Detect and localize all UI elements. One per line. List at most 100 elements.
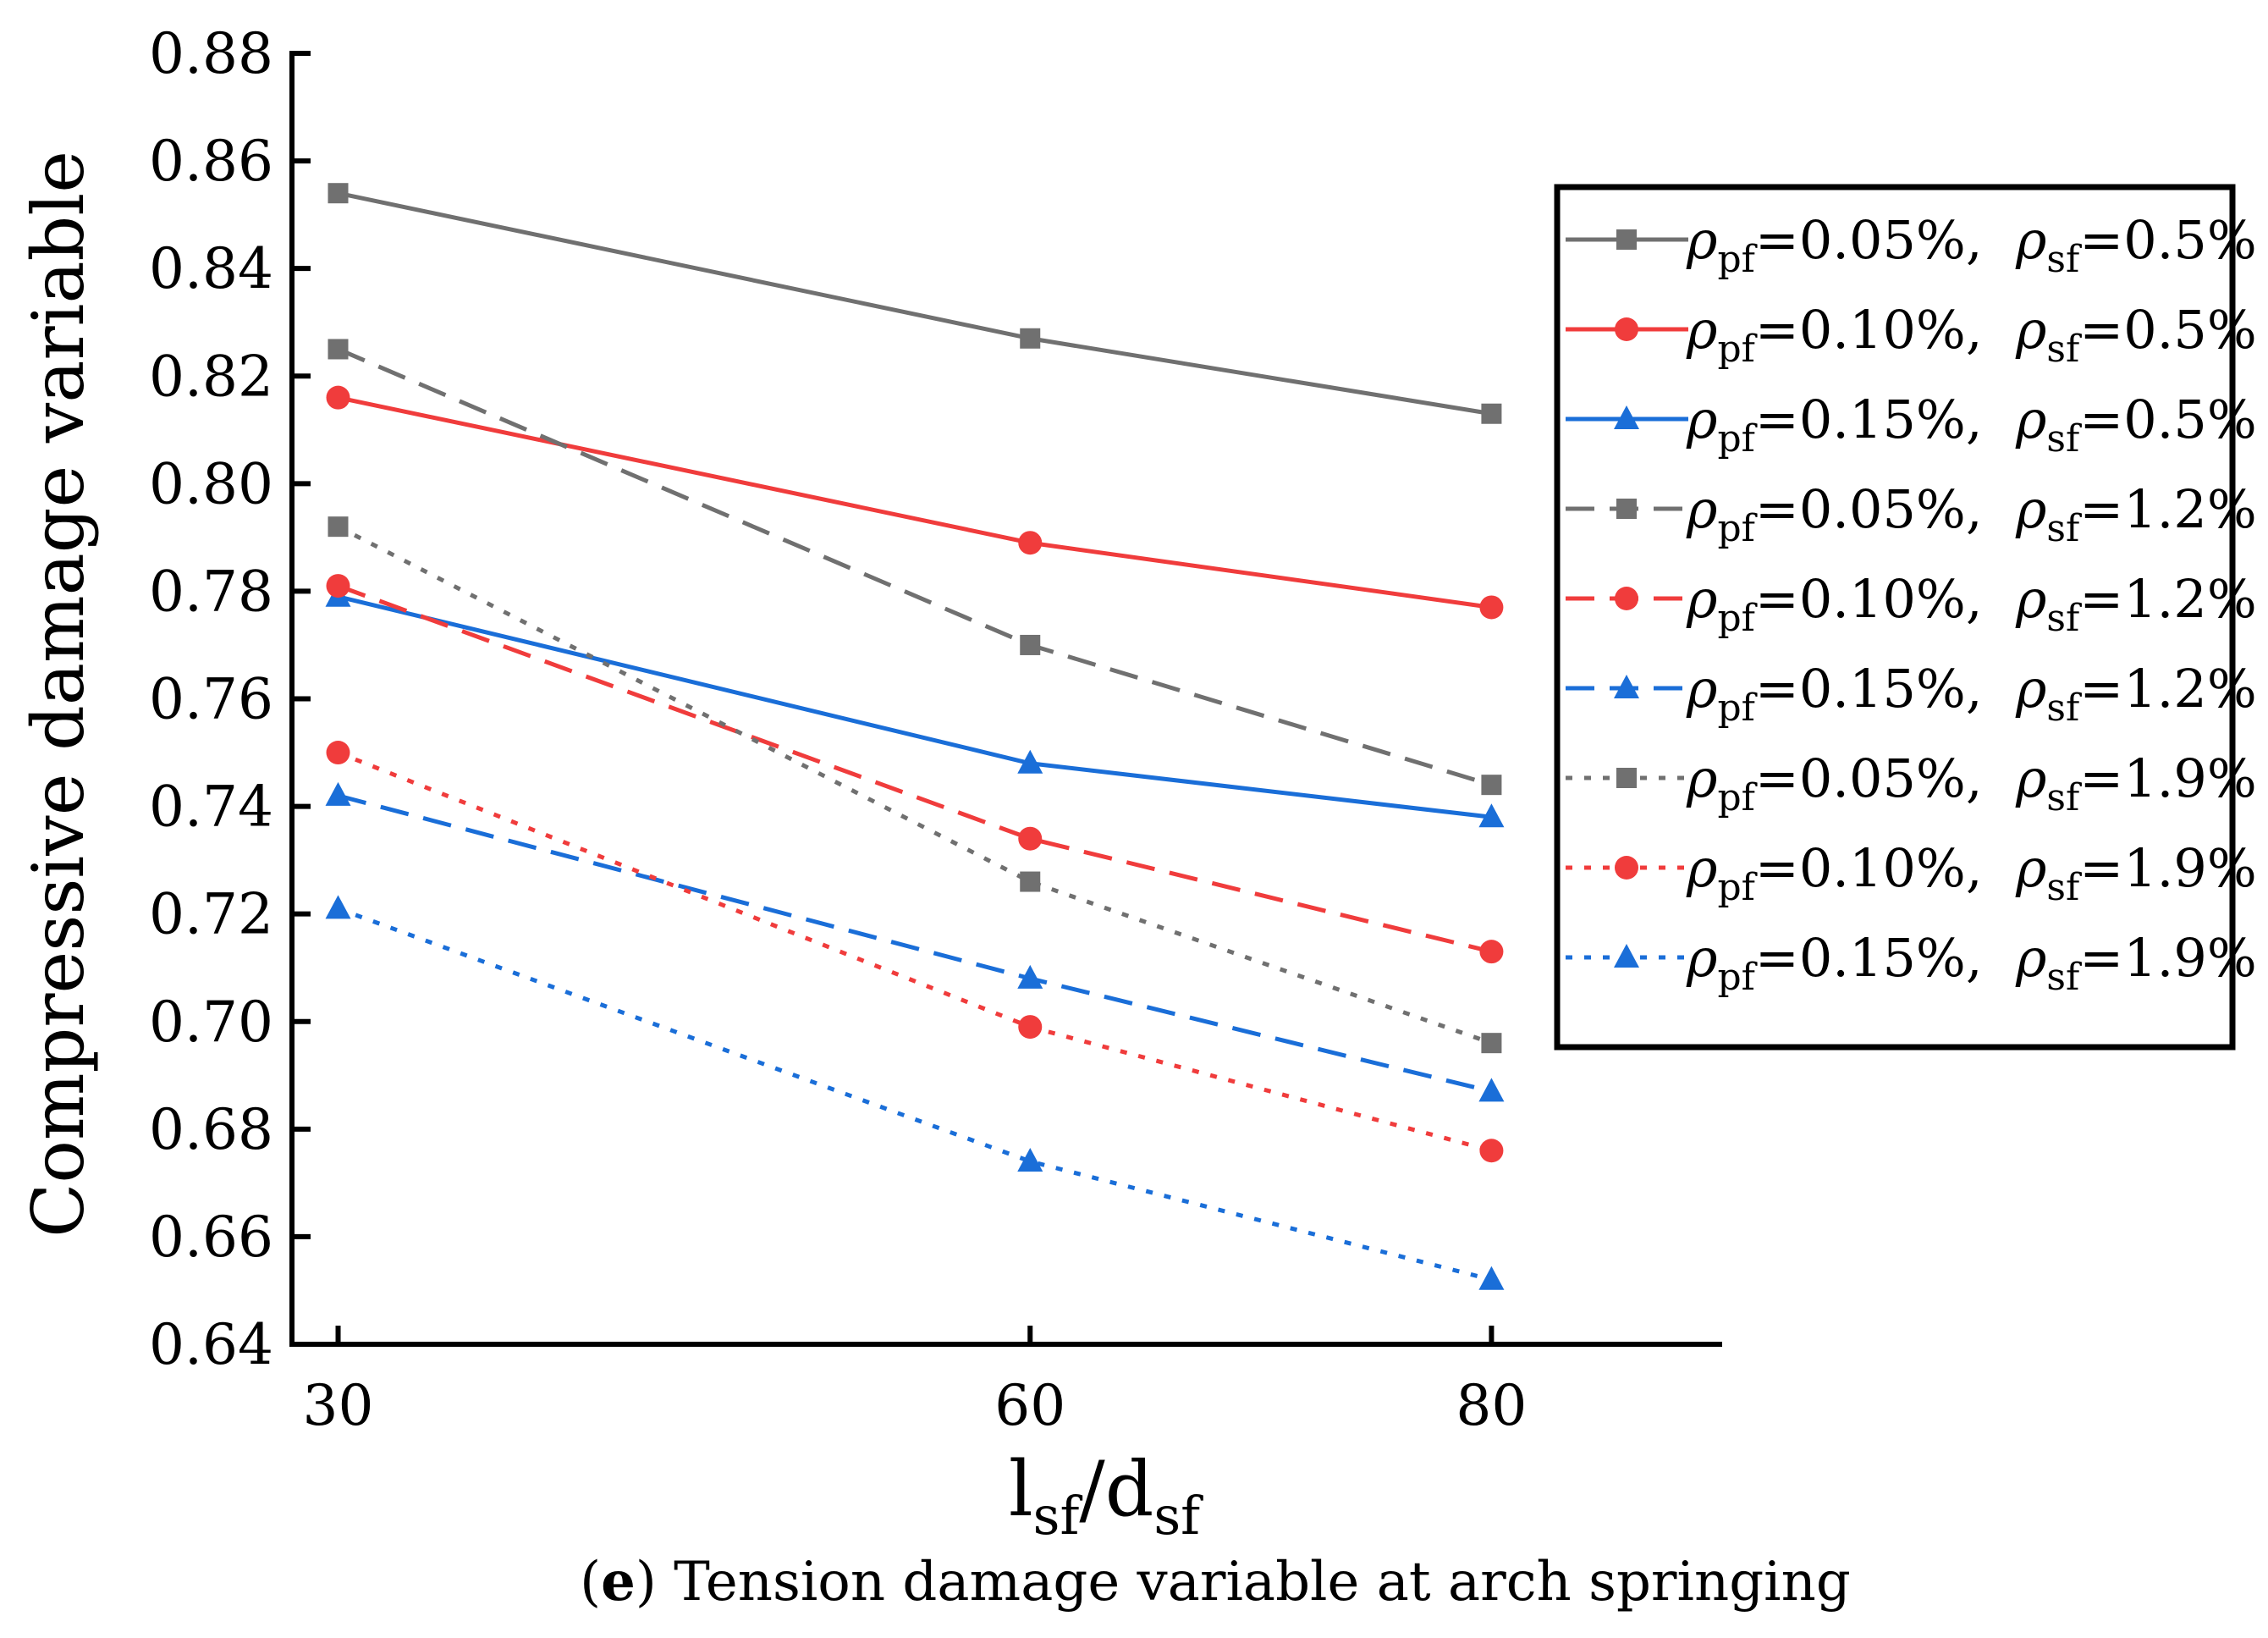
y-tick-label: 0.70 — [149, 990, 273, 1055]
y-axis-title: Compressive damage variable — [17, 151, 100, 1238]
legend-entry: ρpf=0.05%, ρsf=1.2% — [1566, 478, 2257, 550]
legend-entry: ρpf=0.15%, ρsf=1.2% — [1566, 658, 2257, 730]
data-point — [1479, 940, 1504, 964]
data-point — [1017, 964, 1043, 989]
series-6 — [325, 781, 1505, 1102]
data-point — [325, 781, 351, 806]
tick-group: 0.64 0.66 0.68 0.70 0.72 0.74 0.76 0.78 0.80 0.82… — [149, 21, 1527, 1438]
legend-entry: ρpf=0.05%, ρsf=0.5% — [1566, 209, 2257, 281]
legend: ρpf=0.05%, ρsf=0.5% ρpf=0.10%, ρsf=0.5% ρp… — [1554, 184, 2257, 1051]
legend-marker — [1614, 944, 1639, 968]
legend-label: ρpf=0.15%, ρsf=1.9% — [1686, 927, 2257, 999]
series-line — [338, 395, 1492, 609]
caption-label: e — [601, 1550, 636, 1613]
data-point — [1017, 1147, 1043, 1172]
data-point — [1481, 1033, 1502, 1054]
data-point — [1481, 403, 1502, 424]
legend-label: ρpf=0.05%, ρsf=1.2% — [1686, 478, 2257, 550]
series-line — [337, 906, 1493, 1282]
figure-caption: (e) Tension damage variable at arch spri… — [580, 1550, 1851, 1613]
legend-label: ρpf=0.05%, ρsf=1.9% — [1686, 747, 2257, 819]
data-point — [326, 574, 350, 598]
data-point — [1017, 749, 1043, 774]
data-point — [1478, 1078, 1505, 1102]
data-point — [325, 895, 351, 919]
series-line — [337, 793, 1493, 1094]
legend-label: ρpf=0.10%, ρsf=1.9% — [1686, 837, 2257, 909]
legend-entry: ρpf=0.15%, ρsf=1.9% — [1566, 927, 2257, 999]
series-line — [337, 583, 1493, 954]
legend-label: ρpf=0.15%, ρsf=0.5% — [1686, 389, 2257, 461]
series-line — [337, 750, 1493, 1153]
data-point — [1018, 826, 1043, 851]
series-line — [337, 347, 1493, 787]
y-tick-label: 0.76 — [149, 667, 273, 732]
x-axis-title-l: l — [1009, 1445, 1033, 1534]
y-tick-label: 0.72 — [149, 882, 273, 947]
legend-entry: ρpf=0.10%, ρsf=1.2% — [1566, 568, 2257, 640]
caption-open: ( — [580, 1551, 601, 1613]
legend-label: ρpf=0.15%, ρsf=1.2% — [1686, 658, 2257, 730]
data-point — [326, 385, 350, 410]
legend-entries: ρpf=0.05%, ρsf=0.5% ρpf=0.10%, ρsf=0.5% ρp… — [1566, 209, 2257, 999]
legend-label: ρpf=0.10%, ρsf=1.2% — [1686, 568, 2257, 640]
series-line — [337, 594, 1492, 819]
legend-entry: ρpf=0.05%, ρsf=1.9% — [1566, 747, 2257, 819]
y-tick-label: 0.86 — [149, 129, 273, 194]
data-point — [1020, 634, 1041, 655]
data-point — [328, 339, 349, 360]
y-tick-label: 0.84 — [149, 236, 273, 301]
series-line — [337, 524, 1493, 1045]
data-point — [1018, 531, 1043, 555]
y-tick-label: 0.78 — [149, 559, 273, 624]
data-point — [1479, 595, 1504, 620]
legend-marker — [1614, 675, 1639, 698]
legend-marker — [1616, 768, 1637, 788]
series-7 — [328, 516, 1502, 1054]
data-point — [326, 741, 350, 765]
y-tick-label: 0.80 — [149, 451, 273, 516]
legend-marker — [1615, 856, 1638, 880]
x-tick-label: 30 — [303, 1373, 374, 1438]
legend-marker — [1615, 317, 1638, 341]
data-point — [1481, 775, 1502, 796]
x-axis-title-sub2: sf — [1153, 1485, 1203, 1547]
series-2 — [326, 385, 1504, 620]
data-point — [328, 183, 349, 204]
data-point — [1020, 328, 1041, 349]
x-tick-label: 60 — [994, 1373, 1065, 1438]
x-tick-label: 80 — [1456, 1373, 1527, 1438]
legend-label: ρpf=0.10%, ρsf=0.5% — [1686, 299, 2257, 371]
series-3 — [325, 582, 1505, 828]
y-tick-label: 0.88 — [149, 21, 273, 86]
series-8 — [326, 741, 1504, 1163]
y-tick-label: 0.74 — [149, 775, 273, 840]
data-point — [1478, 803, 1505, 828]
legend-marker — [1614, 405, 1639, 429]
data-point — [328, 516, 349, 538]
y-tick-label: 0.64 — [149, 1312, 273, 1377]
x-axis-title-sub1: sf — [1033, 1485, 1083, 1547]
data-point — [1020, 871, 1041, 892]
data-point — [1479, 1139, 1504, 1163]
series-1 — [328, 183, 1502, 424]
y-tick-label: 0.66 — [149, 1205, 273, 1270]
legend-entry: ρpf=0.10%, ρsf=0.5% — [1566, 299, 2257, 371]
series-4 — [328, 339, 1502, 796]
x-axis-title: lsf/dsf — [1009, 1445, 1203, 1547]
y-tick-label: 0.68 — [149, 1097, 273, 1162]
x-axis-title-d: /d — [1079, 1445, 1153, 1534]
series-group — [325, 183, 1505, 1290]
data-point — [1018, 1015, 1043, 1040]
caption-text: ) Tension damage variable at arch spring… — [636, 1551, 1851, 1613]
legend-entry: ρpf=0.15%, ρsf=0.5% — [1566, 389, 2257, 461]
legend-marker — [1616, 229, 1637, 250]
y-tick-label: 0.82 — [149, 344, 273, 409]
data-point — [1478, 1266, 1505, 1290]
legend-label: ρpf=0.05%, ρsf=0.5% — [1686, 209, 2257, 281]
series-5 — [326, 574, 1504, 964]
legend-marker — [1616, 499, 1637, 519]
series-9 — [325, 895, 1505, 1290]
series-line — [338, 190, 1492, 416]
